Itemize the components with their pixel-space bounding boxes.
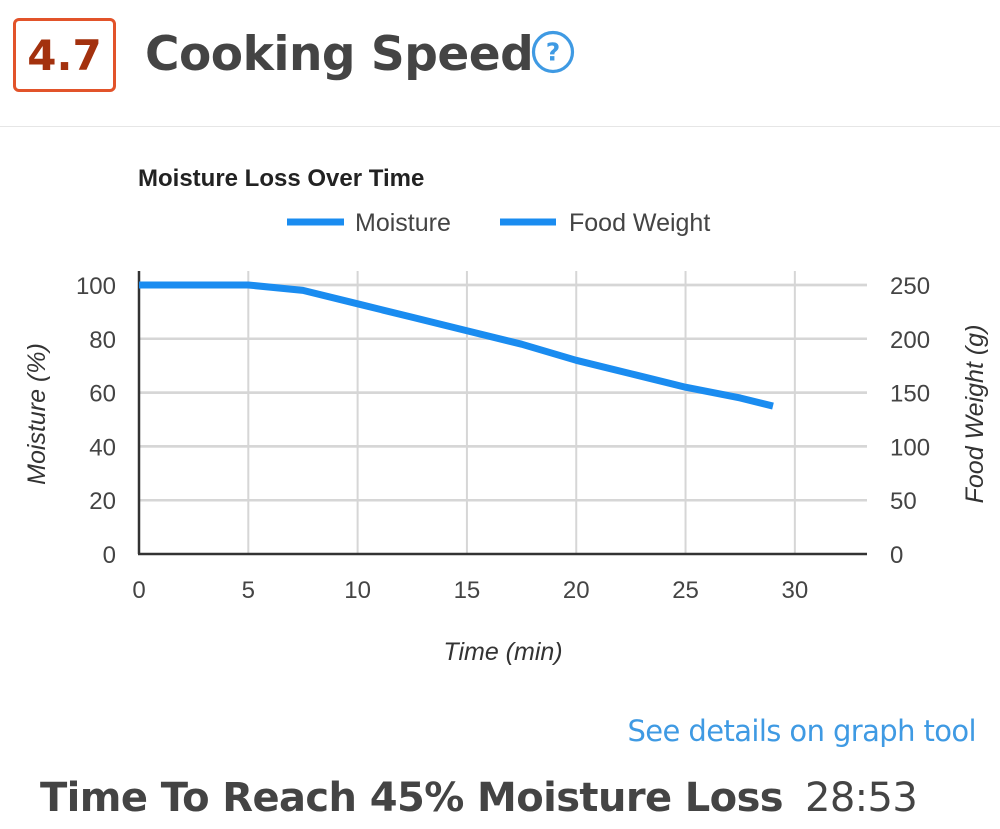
chart-ticks: 0 5 10 15 20 25 30 0 20 40 60 80 100 0 50 100 150 200 250 — [76, 273, 930, 604]
y2-tick-label: 0 — [890, 542, 903, 569]
x-tick-label: 0 — [132, 577, 145, 604]
x-tick-label: 15 — [454, 577, 481, 604]
y2-tick-label: 250 — [890, 273, 930, 300]
y-tick-label: 80 — [89, 327, 116, 354]
y2-tick-label: 200 — [890, 327, 930, 354]
chart-grid — [139, 271, 867, 554]
y-tick-label: 40 — [89, 434, 116, 461]
y-tick-label: 100 — [76, 273, 116, 300]
x-tick-label: 20 — [563, 577, 590, 604]
y-axis-label: Moisture (%) — [23, 343, 51, 485]
score-badge: 4.7 — [13, 18, 116, 92]
metric-value: 28:53 — [804, 775, 918, 821]
x-tick-label: 30 — [782, 577, 809, 604]
chart-axes — [137, 271, 867, 556]
header-divider — [0, 126, 1000, 127]
graph-tool-link[interactable]: See details on graph tool — [627, 714, 976, 748]
moisture-chart: Moisture Loss Over Time Moisture Food Wei… — [23, 165, 989, 666]
legend-label-moisture: Moisture — [355, 209, 451, 237]
legend-label-food-weight: Food Weight — [569, 209, 710, 237]
metric-label: Time To Reach 45% Moisture Loss — [40, 775, 784, 821]
chart-legend: Moisture Food Weight — [287, 209, 710, 237]
x-tick-label: 10 — [344, 577, 371, 604]
y2-tick-label: 50 — [890, 488, 917, 515]
y2-tick-label: 150 — [890, 381, 930, 408]
chart-title: Moisture Loss Over Time — [138, 165, 424, 192]
x-tick-label: 5 — [242, 577, 255, 604]
x-axis-label: Time (min) — [443, 638, 562, 666]
y2-tick-label: 100 — [890, 434, 930, 461]
y-tick-label: 20 — [89, 488, 116, 515]
y2-axis-label: Food Weight (g) — [961, 325, 989, 504]
y-tick-label: 60 — [89, 381, 116, 408]
moisture-loss-metric: Time To Reach 45% Moisture Loss 28:53 — [40, 770, 918, 826]
question-circle-icon[interactable]: ? — [530, 29, 576, 75]
series-line-moisture — [139, 281, 774, 410]
y-tick-label: 0 — [103, 542, 116, 569]
svg-text:?: ? — [546, 38, 561, 67]
x-tick-label: 25 — [672, 577, 699, 604]
chart-series — [139, 281, 774, 410]
page-title: Cooking Speed — [145, 26, 534, 82]
